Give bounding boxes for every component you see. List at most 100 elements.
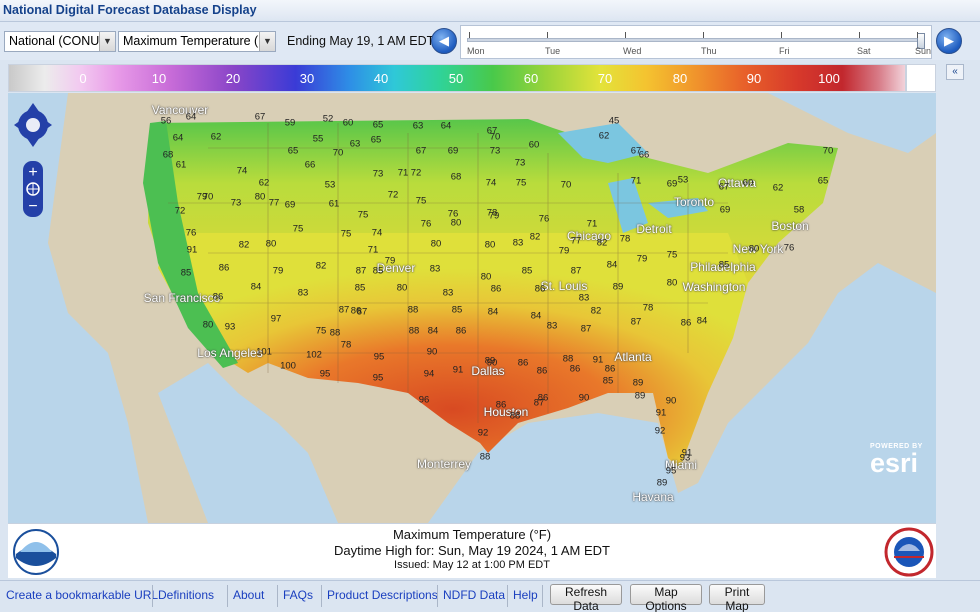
chevron-down-icon[interactable]: ▼	[99, 32, 115, 51]
temperature-reading: 72	[174, 205, 186, 217]
temperature-reading: 80	[202, 319, 214, 331]
print-map-button[interactable]: Print Map	[709, 584, 765, 612]
temperature-reading: 97	[270, 313, 282, 325]
temperature-reading: 62	[772, 182, 784, 194]
legend-label: 100	[818, 71, 840, 86]
previous-time-button[interactable]: ◀	[431, 28, 457, 54]
temperature-reading: 67	[486, 125, 498, 137]
temperature-reading: 84	[427, 325, 439, 337]
temperature-reading: 79	[636, 253, 648, 265]
pan-zoom-control[interactable]: + −	[14, 101, 54, 221]
forecast-info-bar: Maximum Temperature (°F) Daytime High fo…	[8, 523, 936, 578]
pan-up-icon[interactable]	[26, 103, 40, 113]
temperature-reading: 65	[372, 119, 384, 131]
temperature-reading: 70	[822, 145, 834, 157]
next-time-button[interactable]: ▶	[936, 28, 962, 54]
faqs-link[interactable]: FAQs	[283, 588, 314, 602]
element-select[interactable]: Maximum Temperature (°F ▼	[118, 31, 276, 52]
temperature-reading: 86	[537, 392, 549, 404]
temperature-reading: 82	[238, 239, 250, 251]
chevron-down-icon[interactable]: ▼	[259, 32, 275, 51]
temperature-reading: 83	[546, 320, 558, 332]
temperature-reading: 80	[396, 282, 408, 294]
temperature-reading: 65	[817, 175, 829, 187]
footer-divider	[321, 585, 322, 607]
timeline-tick	[917, 32, 918, 38]
temperature-reading: 89	[634, 390, 646, 402]
pan-right-icon[interactable]	[42, 118, 52, 132]
pan-left-icon[interactable]	[14, 118, 24, 132]
temperature-reading: 86	[350, 305, 362, 317]
time-slider[interactable]: Mon Tue Wed Thu Fri Sat Sun	[460, 25, 932, 59]
temperature-reading: 83	[442, 287, 454, 299]
timeline-tick	[859, 32, 860, 38]
city-label: Monterrey	[416, 457, 472, 471]
temperature-reading: 78	[340, 339, 352, 351]
temperature-reading: 85	[602, 375, 614, 387]
temperature-reading: 80	[265, 238, 277, 250]
temperature-reading: 91	[592, 354, 604, 366]
help-link[interactable]: Help	[513, 588, 538, 602]
temperature-reading: 60	[528, 139, 540, 151]
legend-label: 40	[373, 71, 389, 86]
product-descriptions-link[interactable]: Product Descriptions	[327, 588, 438, 602]
timeline-tick	[781, 32, 782, 38]
city-label: Houston	[483, 405, 529, 419]
temperature-reading: 73	[489, 145, 501, 157]
definitions-link[interactable]: Definitions	[158, 588, 215, 602]
timeline-tick	[703, 32, 704, 38]
temperature-reading: 63	[412, 120, 424, 132]
ndfd-data-link[interactable]: NDFD Data	[443, 588, 506, 602]
bookmarkable-url-link[interactable]: Create a bookmarkable URL	[6, 588, 159, 602]
temperature-reading: 69	[284, 199, 296, 211]
city-label: Detroit	[636, 222, 672, 236]
temperature-reading: 62	[210, 131, 222, 143]
footer-divider	[507, 585, 508, 607]
temperature-reading: 87	[630, 316, 642, 328]
temperature-reading: 101	[256, 346, 272, 358]
temperature-reading: 89	[612, 281, 624, 293]
temperature-reading: 100	[280, 360, 296, 372]
temperature-reading: 86	[536, 365, 548, 377]
temperature-reading: 79	[272, 265, 284, 277]
temperature-reading: 91	[452, 364, 464, 376]
temperature-reading: 87	[533, 397, 545, 409]
about-link[interactable]: About	[233, 588, 265, 602]
pan-down-icon[interactable]	[26, 137, 40, 147]
map-options-button[interactable]: Map Options	[630, 584, 702, 612]
element-select-value: Maximum Temperature (°F	[123, 34, 271, 48]
temperature-reading: 68	[450, 171, 462, 183]
temperature-reading: 64	[440, 120, 452, 132]
region-select[interactable]: National (CONUS ▼	[4, 31, 116, 52]
legend-label: 10	[151, 71, 167, 86]
temperature-reading: 83	[512, 237, 524, 249]
city-label: Los Angeles	[197, 346, 263, 360]
temperature-reading: 88	[509, 410, 521, 422]
temperature-reading: 52	[322, 113, 334, 125]
collapse-panel-icon[interactable]: «	[946, 64, 964, 80]
zoom-out-icon[interactable]: −	[28, 198, 37, 215]
temperature-reading: 85	[354, 282, 366, 294]
city-label: Miami	[665, 458, 697, 472]
temperature-reading: 86	[455, 325, 467, 337]
temperature-reading: 76	[783, 242, 795, 254]
forecast-map[interactable]: Vancouver Ottawa Toronto Detroit Chicago Bost…	[8, 93, 936, 523]
temperature-reading: 79	[488, 210, 500, 222]
city-label: San Francisco	[143, 291, 221, 305]
temperature-reading: 84	[606, 259, 618, 271]
temperature-reading: 76	[420, 218, 432, 230]
temperature-color-legend: 0 10 20 30 40 50 60 70 80 90 100	[8, 64, 906, 92]
temperature-reading: 84	[250, 281, 262, 293]
conus-forecast-south	[158, 233, 748, 468]
temperature-reading: 55	[312, 133, 324, 145]
right-side-panel	[939, 60, 980, 580]
nws-logo	[884, 527, 934, 577]
temperature-reading: 93	[679, 452, 691, 464]
legend-label: 90	[746, 71, 762, 86]
refresh-data-button[interactable]: Refresh Data	[550, 584, 622, 612]
time-slider-thumb[interactable]	[917, 33, 925, 49]
time-slider-track[interactable]	[467, 38, 925, 42]
timeline-tick	[547, 32, 548, 38]
temperature-reading: 68	[162, 149, 174, 161]
zoom-in-icon[interactable]: +	[28, 164, 37, 181]
